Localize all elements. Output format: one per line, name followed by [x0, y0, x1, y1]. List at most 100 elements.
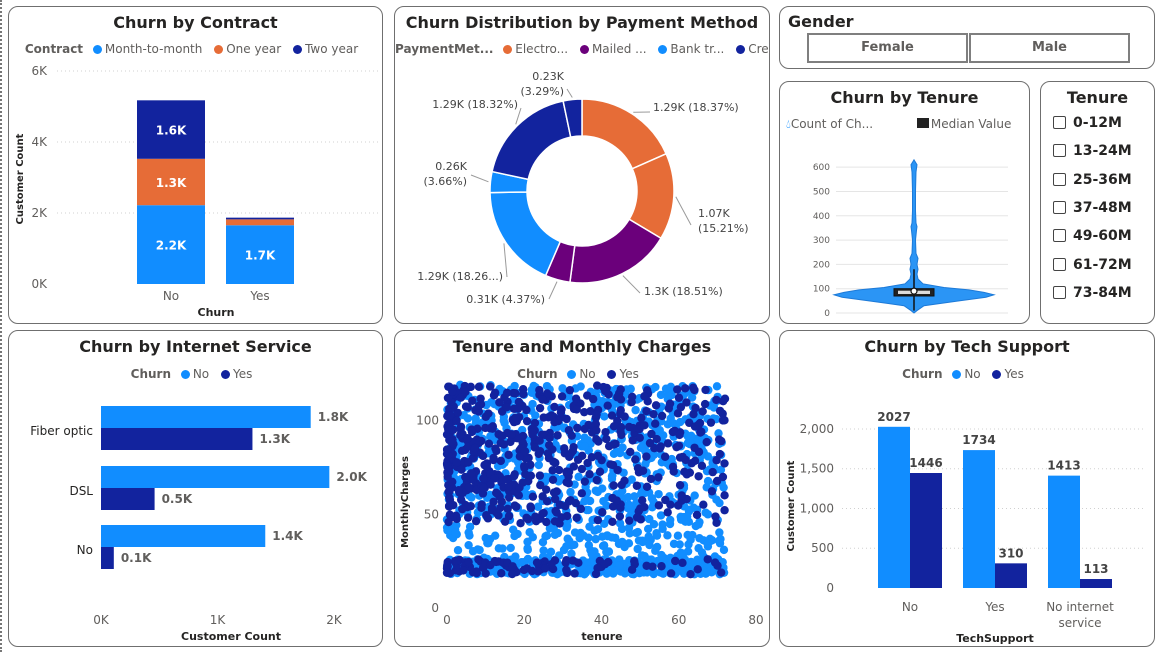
- y-tick-label: 100: [813, 285, 830, 295]
- scatter-point-yes: [443, 560, 452, 570]
- tenure-option-25-36m[interactable]: 25-36M: [1053, 171, 1132, 191]
- legend-no[interactable]: No: [567, 367, 596, 381]
- tenure-option-73-84m[interactable]: 73-84M: [1053, 284, 1132, 304]
- legend-median-value[interactable]: Median Value: [916, 117, 1011, 131]
- checkbox-icon[interactable]: [1053, 229, 1066, 243]
- scatter-point-yes: [454, 486, 463, 495]
- scatter-point-yes: [456, 425, 465, 434]
- scatter-point-no: [452, 520, 461, 530]
- gender-female-button[interactable]: Female: [807, 33, 968, 63]
- scatter-point-yes: [668, 427, 678, 437]
- tenure-option-37-48m[interactable]: 37-48M: [1053, 199, 1132, 219]
- legend-yes[interactable]: Yes: [992, 367, 1024, 381]
- legend-no[interactable]: No: [180, 367, 209, 381]
- scatter-point-yes: [512, 502, 521, 511]
- tenure-option-13-24m[interactable]: 13-24M: [1053, 142, 1132, 162]
- scatter-point-no: [565, 536, 574, 546]
- scatter-point-yes: [466, 501, 476, 511]
- legend-bank[interactable]: Bank tr...: [658, 42, 724, 56]
- churn-by-payment-panel[interactable]: Churn Distribution by Payment Method Pay…: [394, 6, 770, 324]
- checkbox-icon[interactable]: [1053, 172, 1066, 186]
- scatter-point-no: [654, 489, 663, 499]
- scatter-point-yes: [687, 459, 696, 468]
- scatter-point-yes: [444, 502, 454, 511]
- scatter-point-yes: [464, 458, 473, 467]
- legend-credit[interactable]: Credit ...: [736, 42, 769, 56]
- scatter-point-no: [471, 414, 480, 423]
- scatter-point-yes: [544, 453, 554, 463]
- tenure-option-61-72m[interactable]: 61-72M: [1053, 256, 1132, 276]
- gender-male-button[interactable]: Male: [969, 33, 1130, 63]
- scatter-point-yes: [718, 416, 728, 425]
- scatter-point-yes: [651, 401, 661, 410]
- scatter-point-yes: [452, 556, 461, 566]
- legend-electronic[interactable]: Electro...: [503, 42, 568, 56]
- scatter-point-yes: [555, 500, 565, 509]
- scatter-point-yes: [569, 462, 579, 471]
- scatter-point-yes: [463, 434, 472, 443]
- tenure-option-0-12m[interactable]: 0-12M: [1053, 114, 1122, 134]
- legend-month-to-month[interactable]: Month-to-month: [92, 42, 202, 56]
- scatter-point-yes: [654, 501, 664, 510]
- y-tick-label: 300: [813, 236, 830, 246]
- scatter-point-yes: [720, 506, 729, 515]
- scatter-point-yes: [675, 480, 685, 490]
- churn-by-internet-panel[interactable]: Churn by Internet Service Churn No Yes 1…: [8, 330, 383, 647]
- scatter-point-yes: [712, 476, 722, 486]
- tenure-option-label: 61-72M: [1073, 256, 1132, 273]
- tenure-option-49-60m[interactable]: 49-60M: [1053, 227, 1132, 247]
- y-tick-label: 100: [416, 414, 439, 428]
- scatter-point-no: [691, 521, 700, 531]
- scatter-point-no: [542, 381, 552, 391]
- legend-yes[interactable]: Yes: [607, 367, 639, 381]
- scatter-point-yes: [489, 391, 499, 400]
- checkbox-icon[interactable]: [1053, 116, 1066, 129]
- hbar: [101, 406, 311, 428]
- legend-yes[interactable]: Yes: [220, 367, 252, 381]
- x-tick-label: Yes: [249, 289, 269, 303]
- scatter-point-yes: [616, 503, 625, 512]
- scatter-point-yes: [577, 489, 587, 498]
- scatter-point-no: [703, 539, 712, 548]
- legend-no[interactable]: No: [952, 367, 981, 381]
- legend-one-year[interactable]: One year: [214, 42, 281, 56]
- scatter-point-no: [618, 443, 627, 452]
- scatter-point-yes: [526, 471, 536, 480]
- scatter-point-yes: [593, 451, 603, 461]
- scatter-point-yes: [489, 455, 498, 465]
- contract-legend-title: Contract: [24, 42, 84, 56]
- scatter-point-yes: [636, 515, 645, 524]
- scatter-point-yes: [620, 476, 629, 485]
- churn-by-tenure-panel[interactable]: Churn by Tenure 💧︎Count of Ch... Median …: [779, 81, 1030, 324]
- churn-by-contract-panel[interactable]: Churn by Contract Contract Month-to-mont…: [8, 6, 383, 324]
- scatter-point-yes: [701, 385, 710, 395]
- scatter-point-no: [627, 475, 636, 484]
- scatter-point-yes: [674, 501, 683, 510]
- scatter-point-yes: [657, 411, 667, 421]
- scatter-point-yes: [504, 450, 513, 460]
- checkbox-icon[interactable]: [1053, 257, 1066, 271]
- scatter-point-no: [656, 511, 666, 520]
- scatter-point-no: [465, 531, 474, 540]
- scatter-point-yes: [459, 566, 468, 575]
- scatter-point-yes: [680, 384, 690, 393]
- scatter-point-yes: [608, 502, 618, 511]
- legend-two-year[interactable]: Two year: [293, 42, 358, 56]
- legend-count-of-churn[interactable]: 💧︎Count of Ch...: [786, 117, 874, 131]
- checkbox-icon[interactable]: [1053, 285, 1066, 299]
- slice-label: (15.21%): [698, 222, 749, 235]
- scatter-point-no: [527, 388, 537, 397]
- churn-by-techsupport-panel[interactable]: Churn by Tech Support Churn No Yes 0 500 1…: [779, 330, 1155, 647]
- legend-mailed[interactable]: Mailed ...: [579, 42, 647, 56]
- scatter-point-yes: [586, 407, 595, 416]
- bar: [1080, 579, 1112, 588]
- scatter-point-yes: [698, 407, 707, 416]
- hbar: [101, 466, 330, 488]
- scatter-point-no: [679, 549, 688, 558]
- checkbox-icon[interactable]: [1053, 200, 1066, 214]
- x-axis-label: Churn: [198, 306, 235, 319]
- checkbox-icon[interactable]: [1053, 144, 1066, 158]
- tenure-monthly-charges-panel[interactable]: Tenure and Monthly Charges Churn No Yes …: [394, 330, 770, 647]
- scatter-point-no: [659, 569, 668, 578]
- data-label: 2027: [877, 410, 910, 424]
